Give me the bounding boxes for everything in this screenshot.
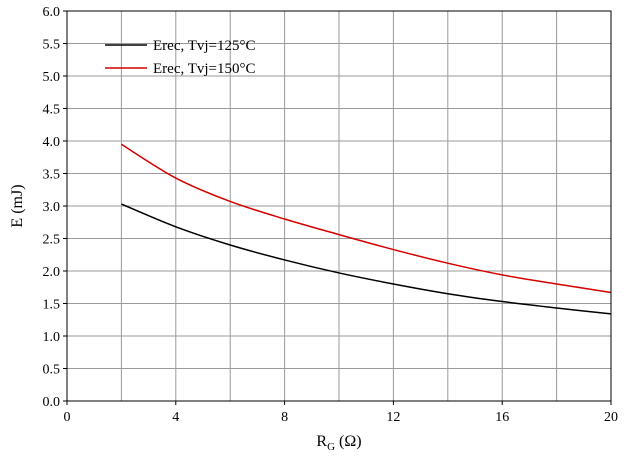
y-tick-label: 1.0 (43, 330, 61, 345)
x-tick-label: 0 (64, 410, 71, 425)
legend: Erec, Tvj=125°C Erec, Tvj=150°C (105, 38, 256, 77)
series-lines (121, 143, 612, 315)
x-tick-label: 20 (604, 410, 618, 425)
y-tick-label: 3.0 (43, 200, 61, 215)
legend-label: Erec, Tvj=150°C (153, 61, 256, 77)
y-tick-label: 5.0 (43, 70, 61, 85)
y-tick-label: 1.5 (43, 298, 61, 313)
x-axis-label: RG (Ω) (316, 433, 361, 453)
x-tick-label: 12 (386, 410, 400, 425)
y-axis-label: E (mJ) (9, 184, 26, 227)
y-tick-label: 6.0 (43, 5, 61, 20)
x-tick-label: 16 (495, 410, 509, 425)
y-tick-label: 5.5 (43, 38, 61, 53)
series-line-1 (121, 203, 612, 315)
axis-ticks: 0.0 0.5 1.0 1.5 2.0 2.5 3.0 3.5 4.0 4.5 5.0 5.5 6.0 0… (43, 5, 619, 425)
x-tick-label: 8 (281, 410, 288, 425)
y-tick-label: 2.5 (43, 233, 61, 248)
x-tick-label: 4 (172, 410, 179, 425)
y-tick-label: 4.5 (43, 103, 61, 118)
y-tick-label: 2.0 (43, 265, 61, 280)
y-tick-label: 3.5 (43, 168, 61, 183)
grid (67, 11, 611, 401)
y-tick-label: 4.0 (43, 135, 61, 150)
legend-label: Erec, Tvj=125°C (153, 38, 256, 54)
y-tick-label: 0.0 (43, 395, 61, 410)
series-line-2 (121, 143, 612, 294)
y-tick-label: 0.5 (43, 363, 61, 378)
